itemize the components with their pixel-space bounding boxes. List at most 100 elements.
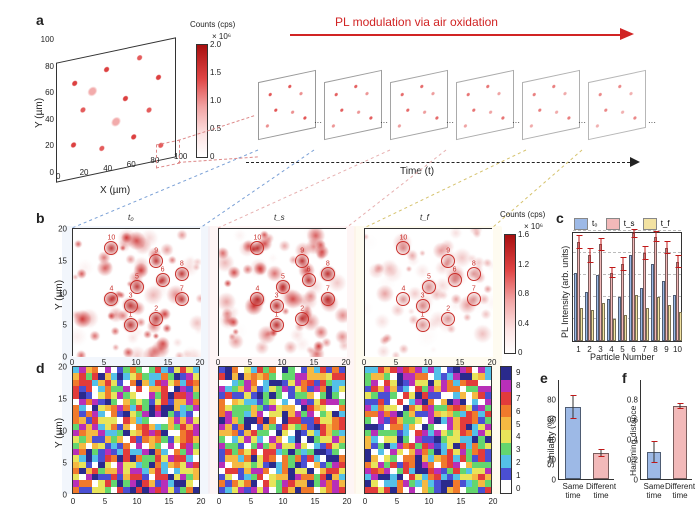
panel-f-label: f: [622, 370, 627, 386]
panel-d-cbar: [500, 366, 512, 494]
panel-e-ylabel: Similarity (%): [546, 415, 556, 468]
particle-ring-label-10: 10: [253, 234, 261, 241]
particle-ring-6: [156, 273, 170, 287]
particle-ring-label-4: 4: [255, 286, 259, 293]
particle-ring-2: [295, 312, 309, 326]
panel-a-cbar: [196, 44, 208, 158]
particle-ring-8: [321, 267, 335, 281]
particle-ring-3: [416, 299, 430, 313]
legend-text-tf: t_f: [661, 219, 670, 228]
particle-ring-label-2: 2: [154, 305, 158, 312]
particle-ring-7: [321, 292, 335, 306]
panel-a-arrow-head: [620, 28, 634, 40]
panel-e-label: e: [540, 370, 548, 386]
particle-ring-label-8: 8: [472, 260, 476, 267]
particle-ring-9: [441, 254, 455, 268]
panel-c-label: c: [556, 210, 564, 226]
particle-ring-label-4: 4: [109, 286, 113, 293]
particle-ring-5: [276, 280, 290, 294]
legend-text-t0: t₀: [592, 219, 598, 228]
particle-ring-label-6: 6: [161, 266, 165, 273]
panel-f-chart: 00.20.40.60.8Same timeDifferent time: [640, 380, 692, 480]
particle-ring-label-3: 3: [275, 292, 279, 299]
panel-b-ylabel: Y (µm): [54, 280, 65, 310]
panel-a-time-arrow-head: [630, 157, 640, 167]
particle-ring-7: [175, 292, 189, 306]
panel-a-label: a: [36, 12, 44, 28]
panel-b-cbar: [504, 234, 516, 354]
panel-a-xticks: 020406080100: [56, 172, 174, 184]
panel-b-title-1: t_s: [274, 213, 285, 222]
particle-ring-7: [467, 292, 481, 306]
panel-c-legend: t₀ t_s t_f: [574, 218, 670, 230]
panel-c-xlabel: Particle Number: [590, 352, 655, 362]
particle-ring-label-10: 10: [107, 234, 115, 241]
panel-b-label: b: [36, 210, 45, 226]
particle-ring-4: [250, 292, 264, 306]
panel-f-ylabel: Hamming distance: [628, 406, 638, 476]
particle-ring-6: [302, 273, 316, 287]
panel-a-time-arrow: [246, 162, 630, 163]
particle-ring-10: [250, 241, 264, 255]
figure-root: { "colors": { "blue": "#9db9e6", "pink":…: [0, 0, 700, 506]
particle-ring-3: [124, 299, 138, 313]
panel-a-fan-1: [178, 115, 254, 141]
panel-b-zoom-1: 12345678910: [218, 228, 346, 356]
particle-ring-5: [422, 280, 436, 294]
particle-ring-label-9: 9: [446, 247, 450, 254]
particle-ring-label-5: 5: [427, 273, 431, 280]
particle-ring-label-2: 2: [300, 305, 304, 312]
particle-ring-2: [441, 312, 455, 326]
particle-ring-8: [175, 267, 189, 281]
panel-d-ylabel: Y (µm): [54, 418, 65, 448]
particle-ring-2: [149, 312, 163, 326]
panel-d-mosaic-2: 05101520X (µm): [364, 366, 492, 494]
particle-ring-label-9: 9: [300, 247, 304, 254]
particle-ring-4: [396, 292, 410, 306]
panel-a-xlabel: X (µm): [100, 185, 130, 196]
particle-ring-label-4: 4: [401, 286, 405, 293]
particle-ring-label-8: 8: [326, 260, 330, 267]
legend-swatch-t0: [574, 218, 588, 230]
particle-ring-10: [104, 241, 118, 255]
particle-ring-label-10: 10: [399, 234, 407, 241]
panel-a-yticks: 020406080100: [38, 50, 54, 168]
particle-ring-1: [270, 318, 284, 332]
particle-ring-10: [396, 241, 410, 255]
panel-a-cbar-title: Counts (cps): [190, 20, 235, 29]
particle-ring-5: [130, 280, 144, 294]
legend-text-ts: t_s: [624, 219, 635, 228]
panel-d-mosaic-1: 05101520X (µm): [218, 366, 346, 494]
panel-a-arrow-text: PL modulation via air oxidation: [335, 15, 498, 29]
particle-ring-label-5: 5: [281, 273, 285, 280]
particle-ring-label-6: 6: [307, 266, 311, 273]
panel-a-mini-5: [588, 70, 646, 140]
particle-ring-label-6: 6: [453, 266, 457, 273]
panel-a-mini-0: [258, 70, 316, 140]
panel-e-chart: 020406080Same timeDifferent time: [558, 380, 614, 480]
particle-ring-label-3: 3: [421, 292, 425, 299]
particle-ring-label-5: 5: [135, 273, 139, 280]
panel-a-time-label: Time (t): [400, 166, 434, 177]
particle-ring-label-8: 8: [180, 260, 184, 267]
particle-ring-label-2: 2: [446, 305, 450, 312]
panel-b-title-0: t₀: [128, 213, 134, 222]
panel-a-mini-2: [390, 70, 448, 140]
panel-a-zoom-box: [156, 139, 180, 168]
panel-b-zoom-2: 12345678910: [364, 228, 492, 356]
legend-swatch-tf: [643, 218, 657, 230]
panel-c-chart: 12345678910: [572, 232, 682, 342]
particle-ring-9: [149, 254, 163, 268]
particle-ring-8: [467, 267, 481, 281]
panel-b-cbar-title: Counts (cps): [500, 210, 545, 219]
particle-ring-9: [295, 254, 309, 268]
panel-d-label: d: [36, 360, 45, 376]
particle-ring-1: [416, 318, 430, 332]
panel-a-mini-4: [522, 70, 580, 140]
particle-ring-3: [270, 299, 284, 313]
panel-b-title-2: t_f: [420, 213, 429, 222]
panel-d-mosaic-0: 0510152005101520X (µm): [72, 366, 200, 494]
particle-ring-4: [104, 292, 118, 306]
particle-ring-label-7: 7: [472, 286, 476, 293]
panel-a-arrow-line: [290, 34, 620, 36]
